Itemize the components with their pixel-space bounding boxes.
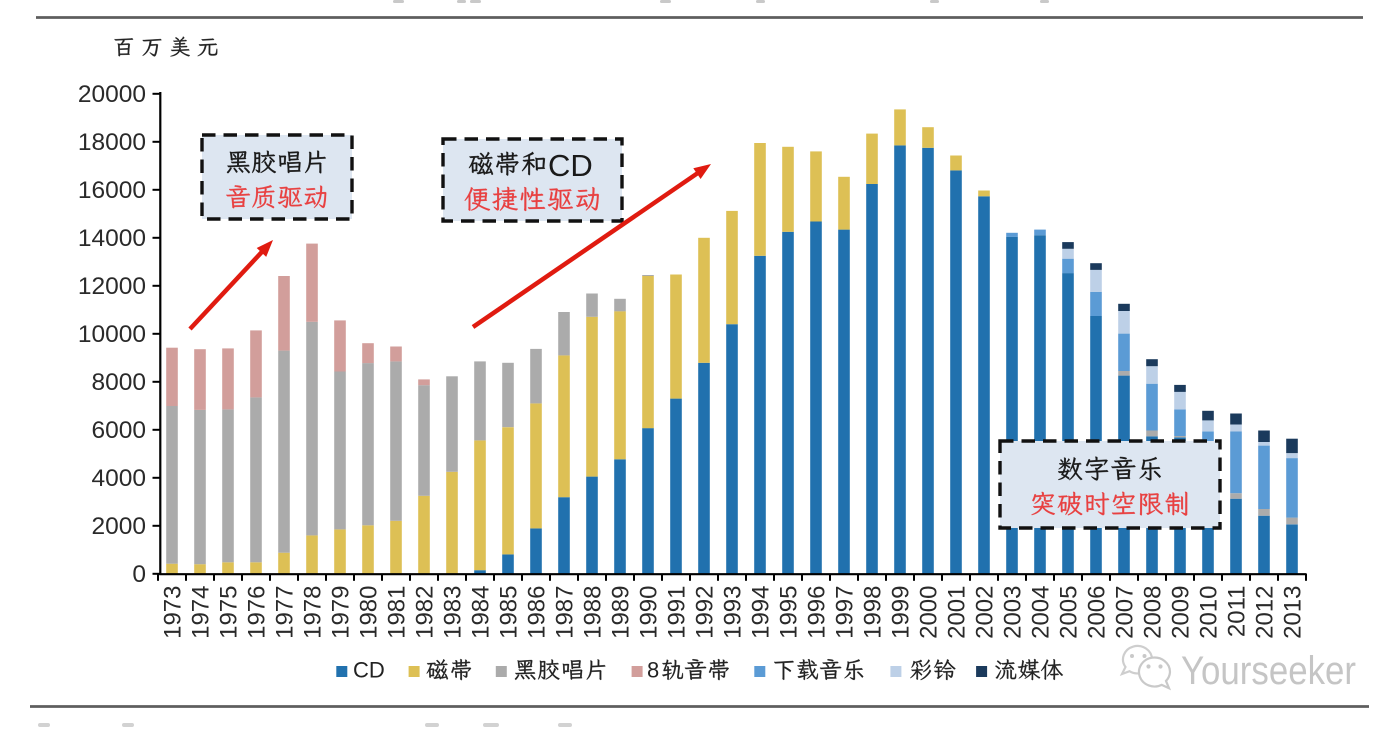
- svg-text:Yourseeker: Yourseeker: [1181, 649, 1356, 693]
- svg-text:0: 0: [132, 561, 146, 588]
- svg-text:1986: 1986: [524, 586, 551, 639]
- svg-text:2009: 2009: [1168, 586, 1195, 639]
- svg-text:6000: 6000: [91, 417, 146, 444]
- svg-text:2002: 2002: [972, 586, 999, 639]
- svg-text:1996: 1996: [804, 586, 831, 639]
- svg-text:1975: 1975: [216, 586, 243, 639]
- svg-text:1991: 1991: [664, 586, 691, 639]
- svg-text:1985: 1985: [496, 586, 523, 639]
- svg-text:1977: 1977: [272, 586, 299, 639]
- svg-text:8000: 8000: [91, 369, 146, 396]
- svg-text:1992: 1992: [692, 586, 719, 639]
- svg-text:1989: 1989: [608, 586, 635, 639]
- svg-text:1998: 1998: [860, 586, 887, 639]
- svg-text:2010: 2010: [1196, 586, 1223, 639]
- svg-text:1993: 1993: [720, 586, 747, 639]
- svg-text:2000: 2000: [91, 513, 146, 540]
- svg-text:1981: 1981: [384, 586, 411, 639]
- svg-text:1976: 1976: [244, 586, 271, 639]
- svg-text:2003: 2003: [1000, 586, 1027, 639]
- svg-text:1984: 1984: [468, 586, 495, 639]
- svg-text:2006: 2006: [1084, 586, 1111, 639]
- svg-text:1973: 1973: [160, 586, 187, 639]
- svg-text:20000: 20000: [78, 81, 146, 108]
- svg-text:16000: 16000: [78, 177, 146, 204]
- svg-text:1978: 1978: [300, 586, 327, 639]
- svg-text:2000: 2000: [916, 586, 943, 639]
- svg-text:2001: 2001: [944, 586, 971, 639]
- svg-text:2005: 2005: [1056, 586, 1083, 639]
- svg-text:1988: 1988: [580, 586, 607, 639]
- svg-text:14000: 14000: [78, 225, 146, 252]
- svg-text:10000: 10000: [78, 321, 146, 348]
- svg-text:CD: CD: [548, 148, 593, 183]
- svg-text:1995: 1995: [776, 586, 803, 639]
- svg-text:8: 8: [647, 658, 659, 683]
- svg-text:18000: 18000: [78, 129, 146, 156]
- svg-text:2012: 2012: [1252, 586, 1279, 639]
- svg-text:1983: 1983: [440, 586, 467, 639]
- svg-text:1994: 1994: [748, 586, 775, 639]
- svg-text:2011: 2011: [1224, 586, 1251, 638]
- svg-text:1980: 1980: [356, 586, 383, 639]
- svg-text:2013: 2013: [1280, 586, 1307, 639]
- svg-text:1987: 1987: [552, 586, 579, 639]
- svg-text:1979: 1979: [328, 586, 355, 639]
- svg-text:1990: 1990: [636, 586, 663, 639]
- svg-text:1982: 1982: [412, 586, 439, 639]
- svg-text:12000: 12000: [78, 273, 146, 300]
- svg-text:4000: 4000: [91, 465, 146, 492]
- svg-text:1999: 1999: [888, 586, 915, 639]
- svg-text:2008: 2008: [1140, 586, 1167, 639]
- svg-text:2007: 2007: [1112, 586, 1139, 639]
- svg-text:CD: CD: [353, 658, 385, 683]
- svg-text:1974: 1974: [188, 586, 215, 639]
- svg-text:2004: 2004: [1028, 586, 1055, 639]
- svg-text:1997: 1997: [832, 586, 859, 639]
